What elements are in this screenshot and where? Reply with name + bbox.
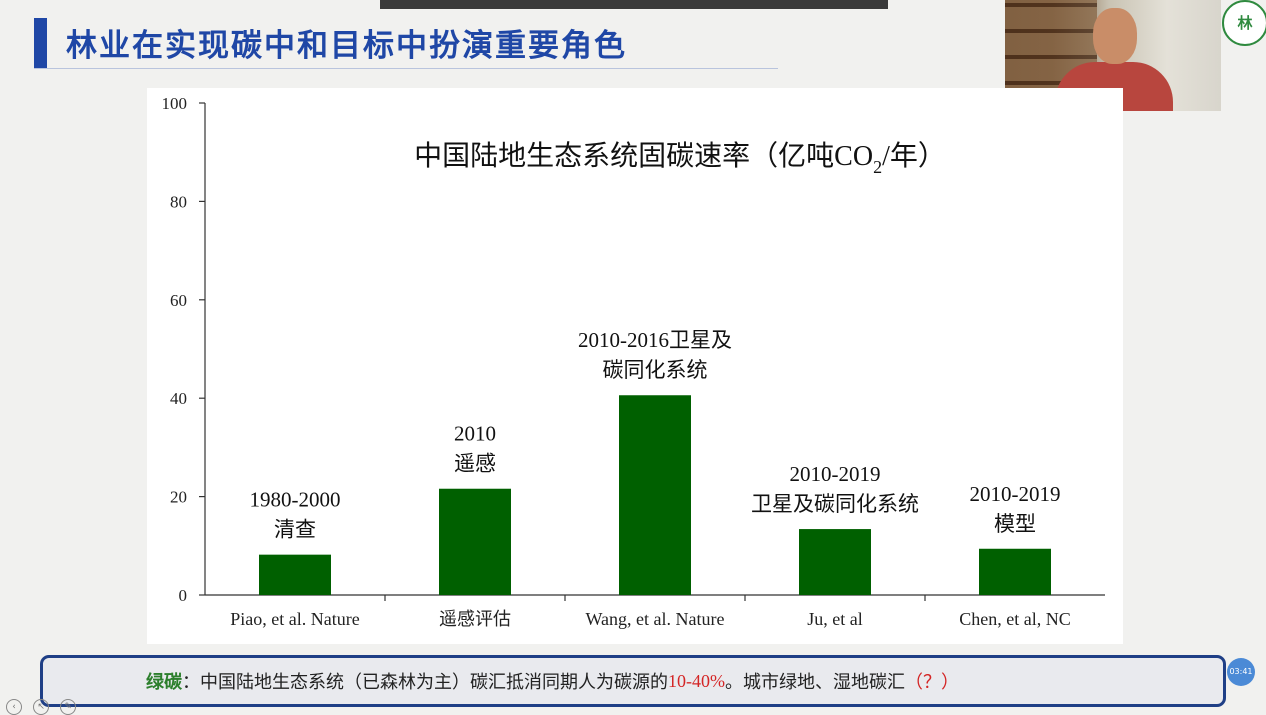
note-text-b: 。城市绿地、湿地碳汇	[725, 672, 905, 693]
slide-nav-controls: ‹ ↖ ✎	[0, 694, 160, 715]
bar-annotation: 模型	[994, 512, 1036, 536]
x-category-label: Piao, et al. Nature	[230, 609, 359, 629]
video-toolbar-strip	[380, 0, 888, 9]
note-question: （？）	[905, 672, 959, 692]
x-category-label: Wang, et al. Nature	[586, 609, 725, 629]
y-tick-label: 60	[170, 291, 187, 310]
bar-annotation: 2010	[454, 422, 496, 446]
bar-annotation: 2010-2016卫星及	[578, 328, 732, 352]
bar-annotation: 清查	[274, 518, 316, 542]
note-label: 绿碳	[146, 672, 182, 693]
bar-annotation: 碳同化系统	[603, 358, 708, 382]
y-tick-label: 20	[170, 488, 187, 507]
title-underline	[34, 68, 778, 69]
note-separator: ：	[182, 672, 200, 693]
y-tick-label: 80	[170, 192, 187, 211]
x-category-label: Chen, et al, NC	[959, 609, 1070, 629]
note-highlight: 10-40%	[668, 670, 725, 691]
pen-icon[interactable]: ✎	[60, 699, 77, 715]
bar	[259, 554, 331, 595]
note-text-a: 中国陆地生态系统（已森林为主）碳汇抵消同期人为碳源的	[200, 672, 668, 693]
bar	[979, 548, 1051, 595]
bar	[439, 488, 511, 595]
bar	[619, 395, 691, 595]
bar-annotation: 卫星及碳同化系统	[751, 492, 919, 516]
bar-annotation: 遥感	[454, 452, 496, 476]
green-carbon-note: 绿碳：中国陆地生态系统（已森林为主）碳汇抵消同期人为碳源的 10-40% 。城市绿地…	[40, 655, 1226, 707]
timer-badge[interactable]: 03:41	[1227, 658, 1255, 686]
slide-title: 林业在实现碳中和目标中扮演重要角色	[66, 28, 627, 64]
pointer-icon[interactable]: ↖	[33, 699, 50, 715]
bar-annotation: 1980-2000	[250, 488, 341, 512]
x-category-label: Ju, et al	[807, 609, 863, 629]
bar	[799, 529, 871, 595]
x-category-label: 遥感评估	[439, 609, 511, 629]
title-accent-bar	[34, 18, 47, 68]
bar-annotation: 2010-2019	[970, 482, 1061, 506]
bar-annotation: 2010-2019	[790, 462, 881, 486]
y-tick-label: 40	[170, 389, 187, 408]
university-logo: 林	[1222, 0, 1266, 46]
chart-title: 中国陆地生态系统固碳速率（亿吨CO2/年）	[414, 140, 946, 177]
presenter-head	[1093, 8, 1137, 64]
y-tick-label: 0	[179, 586, 188, 605]
y-tick-label: 100	[162, 94, 188, 113]
prev-slide-icon[interactable]: ‹	[6, 699, 22, 715]
